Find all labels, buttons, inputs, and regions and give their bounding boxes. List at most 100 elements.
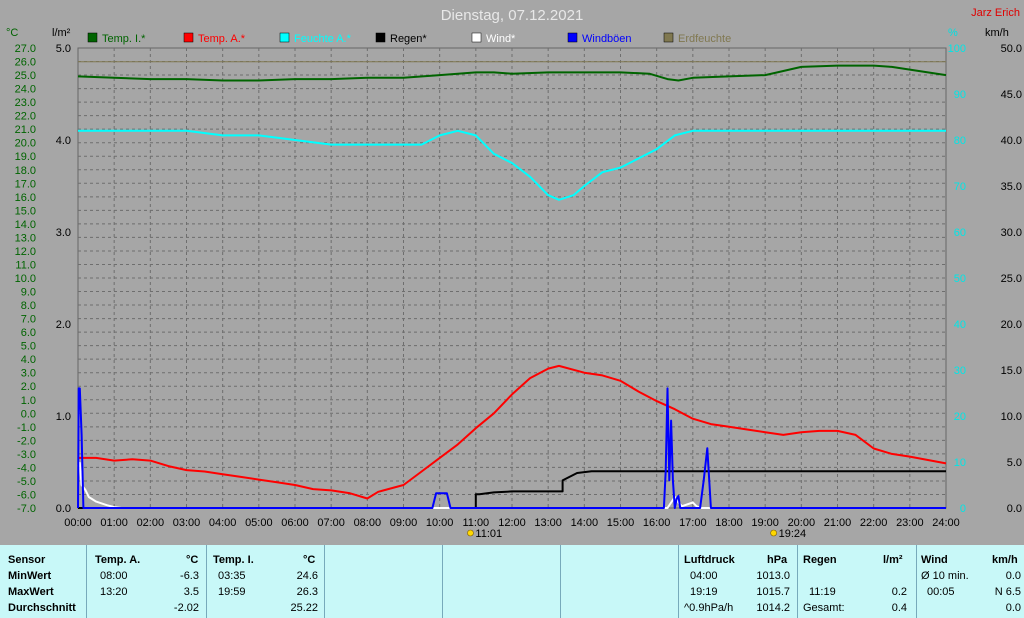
stats-table: Sensor Temp. A. °C Temp. I. °C MinWert 0… xyxy=(0,545,1024,618)
rain-total-label: Gesamt: xyxy=(803,602,845,614)
temp-tick-label: 22.0 xyxy=(15,111,36,123)
temp-axis-unit: °C xyxy=(6,27,18,39)
temp-tick-label: 14.0 xyxy=(15,219,36,231)
markers: 11:01 19:24 xyxy=(467,528,806,540)
x-tick-label: 03:00 xyxy=(173,517,201,529)
temp-tick-label: -6.0 xyxy=(17,489,36,501)
tempa-min-time: 08:00 xyxy=(100,570,128,582)
temp-tick-label: 17.0 xyxy=(15,178,36,190)
tempi-min-time: 03:35 xyxy=(218,570,246,582)
pct-tick-label: 0 xyxy=(960,503,966,515)
x-tick-label: 14:00 xyxy=(571,517,599,529)
temp-tick-label: -7.0 xyxy=(17,503,36,515)
tempa-avg-val: -2.02 xyxy=(173,602,199,614)
row-label-max: MaxWert xyxy=(8,586,54,598)
legend-label: Erdfeuchte xyxy=(678,33,731,45)
x-tick-label: 08:00 xyxy=(354,517,382,529)
pct-tick-label: 80 xyxy=(954,135,966,147)
legend-label: Wind* xyxy=(486,33,516,45)
series-line-regen xyxy=(78,470,946,509)
x-tick-label: 16:00 xyxy=(643,517,671,529)
wind-avg-val: 0.0 xyxy=(1005,570,1021,582)
series-line-temp-i xyxy=(77,64,947,82)
weather-chart: Dienstag, 07.12.2021 Jarz Erich °C l/m² … xyxy=(6,7,1022,540)
tempa-unit: °C xyxy=(186,554,199,566)
legend-label: Temp. A.* xyxy=(198,33,246,45)
temp-tick-label: 4.0 xyxy=(21,354,36,366)
temp-tick-label: 9.0 xyxy=(21,287,36,299)
temp-tick-label: -2.0 xyxy=(17,435,36,447)
tempa-min-val: -6.3 xyxy=(180,570,199,582)
rain-tick-label: 4.0 xyxy=(56,135,71,147)
axes: 00:00 01:00 02:00 03:00 04:00 05:00 06:00 07:00… xyxy=(15,43,1022,529)
x-tick-label: 10:00 xyxy=(426,517,454,529)
legend-swatch xyxy=(87,32,98,43)
pct-tick-label: 40 xyxy=(954,319,966,331)
tempi-unit: °C xyxy=(303,554,316,566)
wind-header: Wind xyxy=(921,554,948,566)
x-tick-label: 20:00 xyxy=(788,517,816,529)
wind-tick-label: 35.0 xyxy=(1001,181,1022,193)
row-label-min: MinWert xyxy=(8,570,52,582)
wind-tick-label: 20.0 xyxy=(1001,319,1022,331)
pressure-min-val: 1013.0 xyxy=(756,570,790,582)
legend-label: Regen* xyxy=(390,33,427,45)
pct-tick-label: 30 xyxy=(954,365,966,377)
rain-total-val: 0.4 xyxy=(891,602,907,614)
x-tick-label: 22:00 xyxy=(860,517,888,529)
tempi-min-val: 24.6 xyxy=(296,570,318,582)
wind-unit: km/h xyxy=(992,554,1018,566)
wind-tick-label: 5.0 xyxy=(1007,457,1022,469)
pct-tick-label: 60 xyxy=(954,227,966,239)
rain-unit: l/m² xyxy=(883,554,903,566)
temp-tick-label: 13.0 xyxy=(15,232,36,244)
x-tick-label: 12:00 xyxy=(498,517,526,529)
temp-tick-label: 26.0 xyxy=(15,57,36,69)
temp-tick-label: 5.0 xyxy=(21,341,36,353)
chart-title: Dienstag, 07.12.2021 xyxy=(441,7,584,24)
x-tick-label: 21:00 xyxy=(824,517,852,529)
rain-tick-label: 3.0 xyxy=(56,227,71,239)
wind-tick-label: 45.0 xyxy=(1001,89,1022,101)
x-tick-label: 09:00 xyxy=(390,517,418,529)
pct-axis-unit: % xyxy=(948,27,958,39)
temp-tick-label: 8.0 xyxy=(21,300,36,312)
x-tick-label: 15:00 xyxy=(607,517,635,529)
wind-tick-label: 15.0 xyxy=(1001,365,1022,377)
rain-tick-label: 5.0 xyxy=(56,43,71,55)
temp-tick-label: 0.0 xyxy=(21,408,36,420)
temp-tick-label: 7.0 xyxy=(21,314,36,326)
row-label-avg: Durchschnitt xyxy=(8,602,76,614)
rain-header: Regen xyxy=(803,554,837,566)
temp-tick-label: 23.0 xyxy=(15,97,36,109)
legend-swatch xyxy=(663,32,674,43)
wind-tick-label: 0.0 xyxy=(1007,503,1022,515)
pressure-max-val: 1015.7 xyxy=(756,586,790,598)
x-tick-label: 11:00 xyxy=(462,517,489,529)
x-tick-label: 13:00 xyxy=(534,517,562,529)
sensor-header: Sensor xyxy=(8,554,46,566)
wind-tick-label: 10.0 xyxy=(1001,411,1022,423)
pressure-min-time: 04:00 xyxy=(690,570,718,582)
temp-tick-label: -5.0 xyxy=(17,476,36,488)
x-tick-label: 04:00 xyxy=(209,517,237,529)
legend-swatch xyxy=(471,32,482,43)
marker-label: 19:24 xyxy=(779,528,807,540)
legend-swatch xyxy=(375,32,386,43)
tempa-max-val: 3.5 xyxy=(183,586,199,598)
wind-tick-label: 50.0 xyxy=(1001,43,1022,55)
x-tick-label: 00:00 xyxy=(64,517,92,529)
temp-tick-label: 2.0 xyxy=(21,381,36,393)
temp-tick-label: 16.0 xyxy=(15,192,36,204)
x-tick-label: 19:00 xyxy=(751,517,779,529)
series-group xyxy=(77,61,947,509)
x-tick-label: 23:00 xyxy=(896,517,924,529)
wind-tick-label: 40.0 xyxy=(1001,135,1022,147)
legend-swatch xyxy=(279,32,290,43)
temp-tick-label: 18.0 xyxy=(15,165,36,177)
x-tick-label: 06:00 xyxy=(281,517,309,529)
x-tick-label: 05:00 xyxy=(245,517,273,529)
pressure-header: Luftdruck xyxy=(684,554,735,566)
x-tick-label: 24:00 xyxy=(932,517,960,529)
rain-tick-label: 1.0 xyxy=(56,411,71,423)
